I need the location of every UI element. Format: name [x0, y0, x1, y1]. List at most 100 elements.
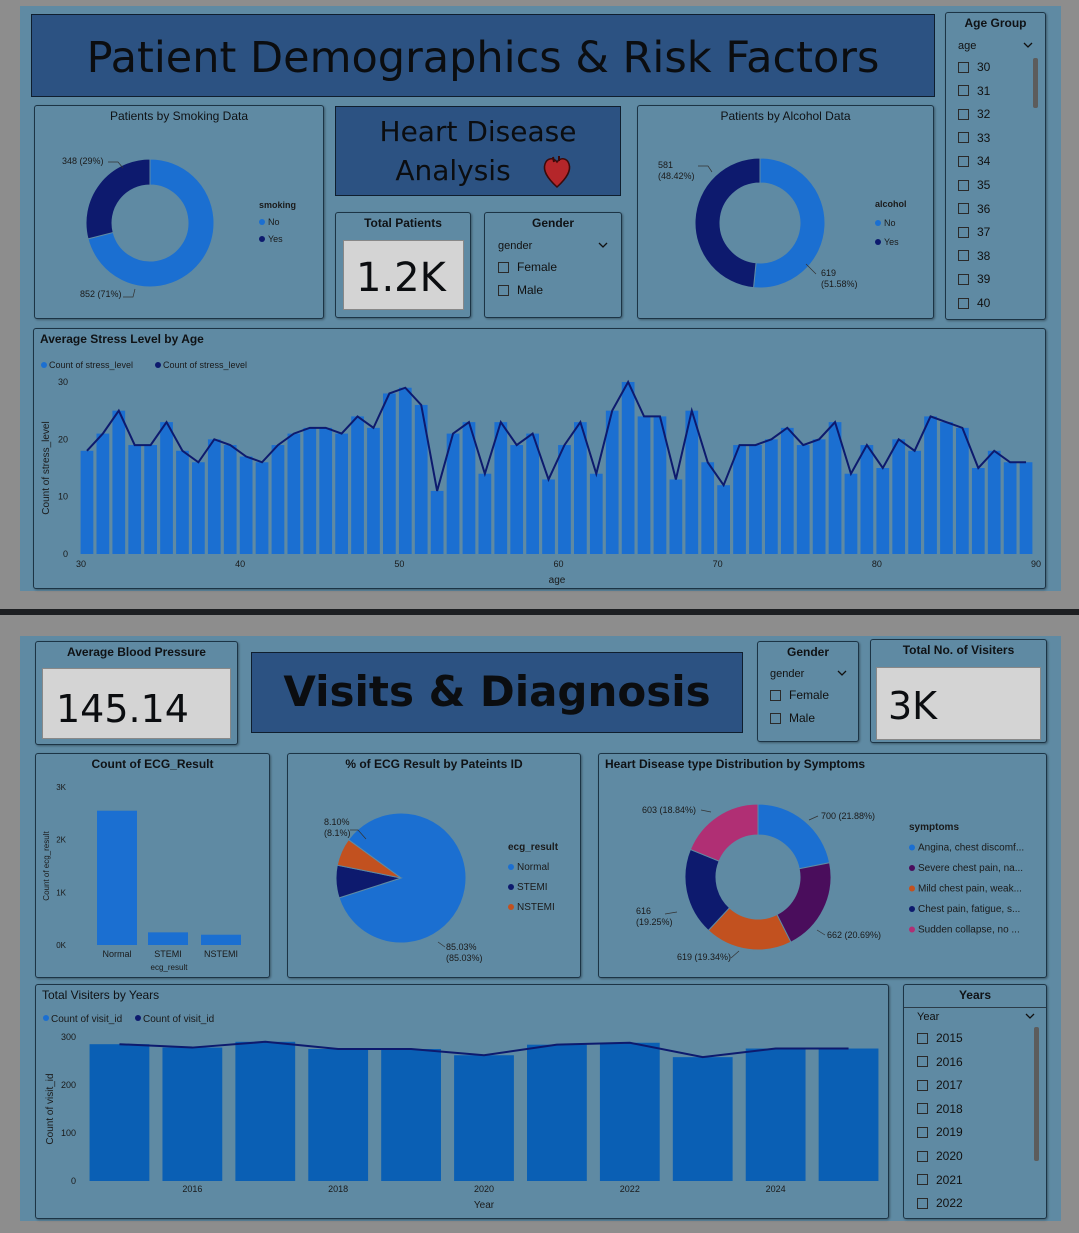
age-option-38[interactable]: 38	[958, 249, 990, 263]
stress-bar[interactable]	[510, 445, 524, 554]
stress-bar[interactable]	[637, 416, 651, 554]
chevron-down-icon[interactable]	[598, 242, 608, 249]
age-option-32[interactable]: 32	[958, 107, 990, 121]
checkbox-icon[interactable]	[958, 226, 969, 238]
checkbox-icon[interactable]	[770, 712, 781, 724]
stress-bar[interactable]	[494, 422, 508, 554]
years-slicer-scrollbar[interactable]	[1034, 1027, 1039, 1161]
stress-bar[interactable]	[812, 439, 826, 554]
checkbox-icon[interactable]	[958, 297, 969, 309]
stress-bar[interactable]	[796, 445, 810, 554]
stress-bar[interactable]	[430, 490, 444, 554]
total-visitors-card[interactable]: Total No. of Visiters 3K	[870, 639, 1047, 743]
stress-bar[interactable]	[351, 416, 364, 554]
visits-bar[interactable]	[162, 1047, 223, 1181]
gender-option-female[interactable]: Female	[770, 688, 829, 702]
stress-bar[interactable]	[733, 445, 746, 554]
alcohol-chart-panel[interactable]: Patients by Alcohol Data 619 (51.58%) 581(…	[637, 105, 934, 319]
visits-bar[interactable]	[308, 1049, 369, 1181]
stress-bar[interactable]	[971, 468, 985, 554]
visits-bar[interactable]	[454, 1055, 514, 1181]
checkbox-icon[interactable]	[917, 1197, 928, 1209]
gender-option-male[interactable]: Male	[498, 283, 543, 297]
stress-bar[interactable]	[574, 422, 587, 554]
age-option-35[interactable]: 35	[958, 178, 990, 192]
year-option-2020[interactable]: 2020	[917, 1149, 963, 1163]
ecg-bar[interactable]	[97, 810, 137, 945]
year-option-2015[interactable]: 2015	[917, 1031, 963, 1045]
age-group-slicer[interactable]: Age Group age 30 31 32 33 34 35 36 37 38 39 40	[945, 12, 1046, 320]
stress-bar[interactable]	[908, 450, 921, 554]
checkbox-icon[interactable]	[958, 132, 969, 144]
checkbox-icon[interactable]	[498, 261, 509, 273]
checkbox-icon[interactable]	[917, 1103, 928, 1115]
age-option-37[interactable]: 37	[958, 225, 990, 239]
stress-bar[interactable]	[303, 427, 317, 554]
checkbox-icon[interactable]	[958, 179, 969, 191]
stress-bar[interactable]	[605, 410, 619, 554]
age-option-31[interactable]: 31	[958, 84, 990, 98]
chevron-down-icon[interactable]	[1023, 42, 1033, 49]
stress-bar[interactable]	[780, 427, 794, 554]
stress-bar[interactable]	[462, 422, 476, 554]
checkbox-icon[interactable]	[917, 1126, 928, 1138]
stress-bar[interactable]	[478, 473, 492, 554]
alcohol-slice[interactable]	[694, 157, 761, 289]
total-patients-card[interactable]: Total Patients 1.2K	[335, 212, 471, 318]
stress-bar[interactable]	[765, 439, 778, 554]
stress-bar[interactable]	[112, 410, 126, 554]
gender-slicer[interactable]: Gender gender Female Male	[484, 212, 622, 318]
stress-bar[interactable]	[255, 462, 269, 554]
checkbox-icon[interactable]	[917, 1032, 928, 1044]
ecg-pct-panel[interactable]: % of ECG Result by Pateints ID 85.03% (85…	[287, 753, 581, 978]
ecg-bar[interactable]	[148, 932, 188, 945]
stress-bar[interactable]	[653, 416, 667, 554]
age-option-36[interactable]: 36	[958, 202, 990, 216]
checkbox-icon[interactable]	[958, 61, 969, 73]
checkbox-icon[interactable]	[958, 108, 969, 120]
symptom-slice[interactable]	[757, 803, 831, 870]
stress-bar[interactable]	[892, 439, 906, 554]
visits-chart-panel[interactable]: Total Visiters by Years Count of visit_i…	[35, 984, 889, 1219]
stress-bar[interactable]	[589, 473, 603, 554]
checkbox-icon[interactable]	[917, 1056, 928, 1068]
checkbox-icon[interactable]	[917, 1079, 928, 1091]
age-option-39[interactable]: 39	[958, 272, 990, 286]
stress-bar[interactable]	[940, 422, 953, 554]
year-option-2016[interactable]: 2016	[917, 1055, 963, 1069]
stress-bar[interactable]	[367, 427, 380, 554]
checkbox-icon[interactable]	[917, 1174, 928, 1186]
stress-bar[interactable]	[80, 450, 94, 554]
stress-bar[interactable]	[398, 387, 412, 554]
checkbox-icon[interactable]	[958, 273, 969, 285]
alcohol-slice[interactable]	[752, 157, 826, 289]
year-option-2022[interactable]: 2022	[917, 1196, 963, 1210]
visits-bar[interactable]	[89, 1044, 150, 1181]
stress-bar[interactable]	[876, 468, 890, 554]
stress-bar[interactable]	[414, 404, 428, 554]
age-slicer-scrollbar[interactable]	[1033, 58, 1038, 108]
visits-bar[interactable]	[818, 1048, 879, 1181]
stress-bar[interactable]	[383, 393, 396, 554]
visits-bar[interactable]	[745, 1048, 806, 1181]
ecg-slice[interactable]	[336, 838, 402, 879]
symptoms-panel[interactable]: Heart Disease type Distribution by Sympt…	[598, 753, 1047, 978]
stress-bar[interactable]	[717, 485, 730, 554]
stress-bar[interactable]	[319, 427, 333, 554]
year-option-2017[interactable]: 2017	[917, 1078, 963, 1092]
stress-bar[interactable]	[1019, 462, 1033, 554]
stress-bar[interactable]	[160, 422, 173, 554]
visits-bar[interactable]	[599, 1042, 660, 1181]
stress-bar[interactable]	[271, 445, 285, 554]
stress-bar[interactable]	[446, 433, 460, 554]
stress-bar[interactable]	[96, 433, 110, 554]
age-option-34[interactable]: 34	[958, 154, 990, 168]
stress-bar[interactable]	[526, 433, 539, 554]
stress-bar[interactable]	[669, 479, 683, 554]
stress-bar[interactable]	[828, 422, 842, 554]
checkbox-icon[interactable]	[498, 284, 509, 296]
visits-bar[interactable]	[235, 1041, 296, 1181]
smoking-slice[interactable]	[85, 158, 151, 240]
stress-bar[interactable]	[860, 445, 874, 554]
gender-option-female[interactable]: Female	[498, 260, 557, 274]
